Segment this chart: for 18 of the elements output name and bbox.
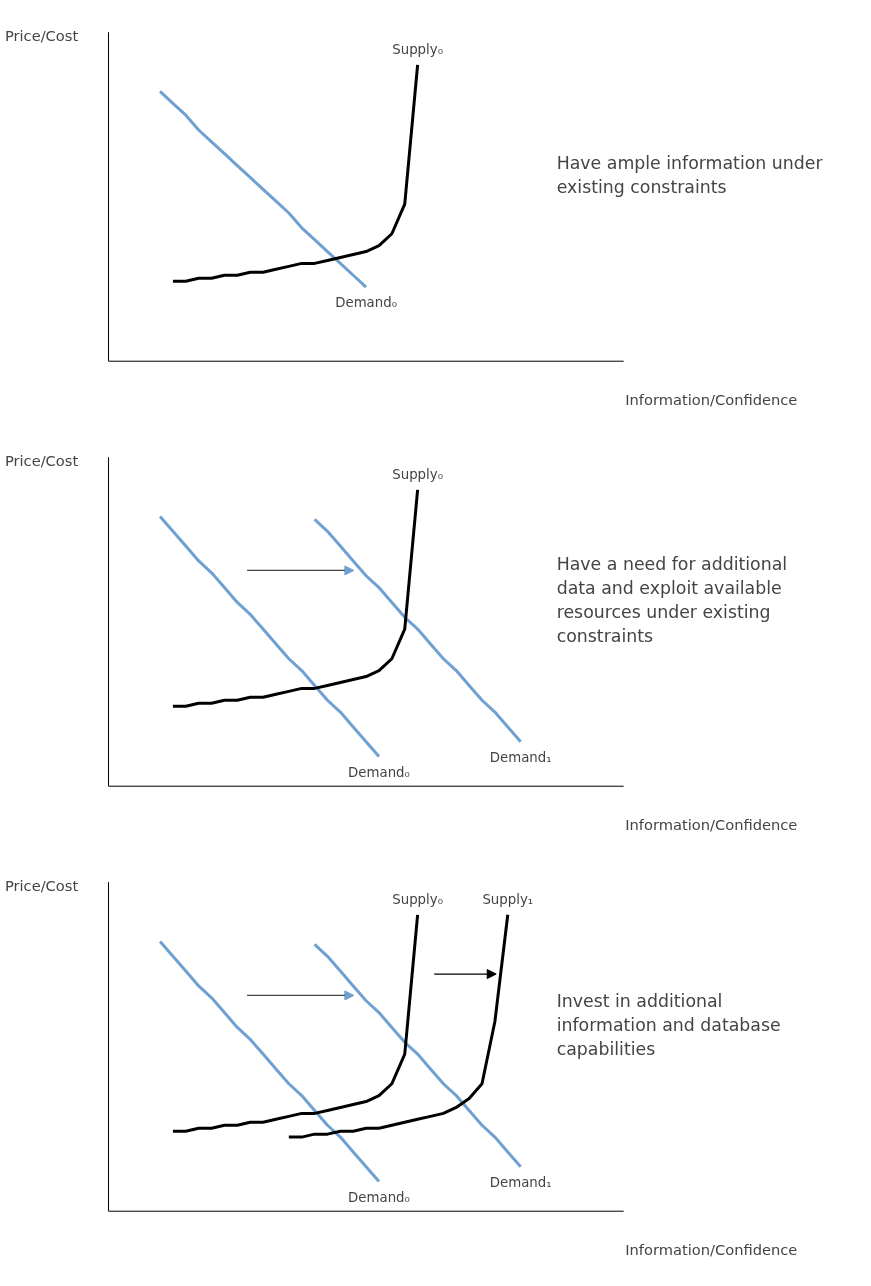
series-label: Supply₀ [392, 41, 444, 57]
series-label: Demand₀ [348, 764, 410, 780]
series-label: Demand₀ [348, 1189, 410, 1205]
series-label: Demand₁ [489, 1174, 552, 1190]
series-label: Demand₀ [335, 295, 398, 311]
x-axis-title: Information/Confidence [625, 816, 798, 834]
y-axis-title: Price/Cost [4, 451, 79, 469]
annotation: Have a need for additional data and exploit available resources under existing constraints [556, 554, 788, 647]
x-axis-title: Information/Confidence [625, 391, 798, 409]
y-axis-title: Price/Cost [4, 876, 79, 894]
y-axis-title: Price/Cost [4, 26, 79, 44]
annotation: Invest in additional information and database capabilities [556, 991, 781, 1060]
series-label: Supply₀ [392, 466, 444, 482]
series-label: Demand₁ [489, 749, 552, 765]
series-label: Supply₁ [482, 891, 534, 907]
series-label: Supply₀ [392, 891, 444, 907]
x-axis-title: Information/Confidence [625, 1241, 798, 1259]
annotation: Have ample information under existing constraints [556, 153, 824, 198]
